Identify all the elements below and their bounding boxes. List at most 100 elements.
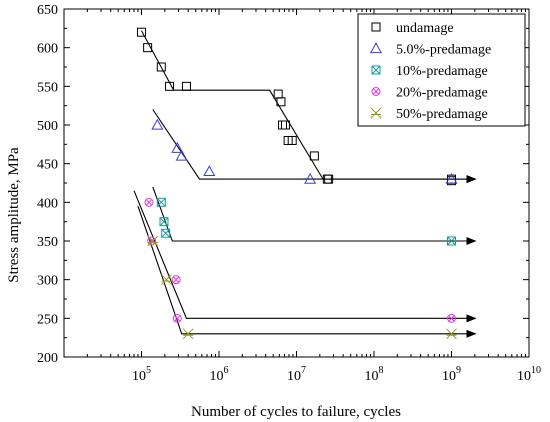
data-point: [445, 172, 458, 184]
marker-circle-x-ring: [147, 236, 157, 246]
marker-square: [280, 120, 290, 130]
data-point: [446, 328, 457, 340]
data-point: [324, 174, 334, 184]
marker-square-x-cross: [447, 236, 456, 246]
x-tick-labels: 105 106 107 108 109 1010: [132, 365, 541, 384]
legend-marker: [371, 87, 381, 96]
data-point: [161, 228, 171, 238]
legend-label: undamage: [396, 21, 454, 36]
data-point: [144, 197, 154, 207]
data-point: [143, 43, 153, 53]
data-point: [159, 217, 169, 227]
data-point: [175, 149, 188, 161]
fit-line-5: [137, 206, 452, 335]
data-point: [280, 120, 290, 130]
fit-line-2: [152, 109, 452, 180]
data-point: [447, 313, 456, 323]
legend-label: 20%-predamage: [396, 86, 488, 101]
marker-circle-x-cross: [172, 276, 180, 283]
data-point: [304, 172, 317, 184]
legend-item-3: 10%-predamage: [371, 64, 488, 79]
legend-label: 10%-predamage: [396, 64, 488, 79]
data-point: [171, 141, 184, 153]
marker-triangle: [445, 172, 458, 184]
y-tick-label: 200: [37, 351, 58, 366]
marker-square: [287, 135, 297, 145]
marker-square: [181, 81, 191, 91]
legend-marker: [370, 107, 382, 119]
marker-star-x: [161, 274, 172, 286]
marker-triangle: [203, 165, 216, 177]
x-tick-label: 1010: [517, 365, 541, 384]
data-point: [203, 165, 216, 177]
marker-square-x-cross: [156, 197, 166, 207]
series-5-points: [147, 235, 457, 340]
marker-square: [371, 22, 381, 32]
series-1-points: [137, 27, 456, 186]
y-axis-title: Stress amplitude, MPa: [6, 147, 22, 283]
marker-square: [156, 62, 166, 72]
legend-label: 50%-predamage: [396, 107, 488, 122]
marker-star-x: [370, 107, 382, 119]
marker-circle-x-ring: [371, 87, 381, 96]
legend-item-5: 50%-predamage: [370, 107, 488, 122]
y-tick-label: 250: [37, 312, 58, 327]
data-markers: [137, 27, 458, 340]
data-point: [161, 274, 172, 286]
marker-circle-x-cross: [174, 315, 181, 322]
legend-item-2: 5.0%-predamage: [369, 42, 491, 58]
y-tick-label: 400: [37, 196, 58, 211]
data-point: [156, 197, 166, 207]
data-point: [447, 236, 456, 246]
legend-marker: [369, 42, 383, 54]
data-point: [156, 62, 166, 72]
marker-triangle: [175, 149, 188, 161]
marker-triangle: [151, 118, 164, 130]
y-tick-label: 450: [37, 158, 58, 173]
marker-square: [143, 43, 153, 53]
marker-square-x-cross: [371, 65, 381, 75]
marker-circle-x-cross: [372, 88, 380, 95]
marker-square: [309, 151, 319, 161]
marker-square: [276, 97, 286, 107]
marker-square: [324, 174, 334, 184]
marker-circle-x-ring: [447, 313, 456, 323]
y-tick-labels: 200 250 300 350 400 450 500 550 600 650: [37, 3, 58, 366]
marker-circle-x-ring: [144, 197, 154, 207]
data-point: [182, 328, 194, 340]
marker-square-x-box: [156, 197, 166, 207]
marker-square-x-box: [371, 65, 381, 75]
data-point: [278, 120, 288, 130]
data-point: [172, 313, 182, 323]
marker-square-x-cross: [161, 228, 171, 238]
legend-item-4: 20%-predamage: [371, 86, 488, 101]
marker-square-x-box: [161, 228, 171, 238]
marker-circle-x-cross: [448, 315, 455, 322]
legend-box: [357, 13, 526, 127]
marker-circle-x-ring: [172, 313, 182, 323]
legend-label: 5.0%-predamage: [396, 43, 491, 58]
marker-triangle: [304, 172, 317, 184]
marker-triangle: [171, 141, 184, 153]
data-point: [287, 135, 297, 145]
fit-line-3: [152, 186, 452, 242]
x-tick-label: 105: [132, 365, 151, 384]
data-point: [151, 118, 164, 130]
series-3-points: [156, 197, 456, 246]
marker-square-x-box: [447, 236, 456, 246]
marker-circle-x-cross: [145, 199, 153, 206]
marker-square-x-cross: [159, 217, 169, 227]
y-tick-label: 600: [37, 42, 58, 57]
marker-circle-x-ring: [171, 275, 181, 285]
series-4-points: [144, 197, 456, 323]
marker-square: [137, 27, 146, 37]
marker-square: [165, 81, 175, 91]
fit-line-4: [133, 190, 452, 319]
marker-triangle: [369, 42, 383, 54]
y-tick-label: 300: [37, 274, 58, 289]
y-tick-label: 650: [37, 3, 58, 18]
x-axis-title: Number of cycles to failure, cycles: [191, 404, 401, 420]
marker-square: [278, 120, 288, 130]
legend: undamage 5.0%-predamage 10%-predamage 20%-p…: [357, 13, 526, 127]
x-tick-label: 106: [210, 365, 229, 384]
